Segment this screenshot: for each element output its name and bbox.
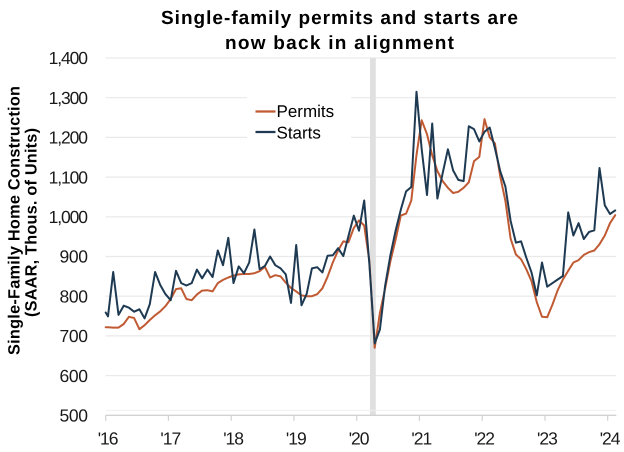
svg-text:Permits: Permits	[277, 102, 335, 121]
svg-text:Single-family permits and star: Single-family permits and starts are	[161, 8, 518, 29]
svg-text:Single-Family Home Constructio: Single-Family Home Construction	[6, 86, 24, 355]
svg-text:'21: '21	[411, 429, 432, 449]
svg-text:800: 800	[60, 286, 89, 306]
svg-text:1,400: 1,400	[49, 48, 89, 68]
svg-text:'17: '17	[160, 429, 181, 449]
svg-text:'23: '23	[537, 429, 558, 449]
svg-text:'24: '24	[600, 429, 621, 449]
svg-text:500: 500	[60, 406, 89, 426]
svg-text:700: 700	[60, 326, 89, 346]
svg-text:1,300: 1,300	[49, 88, 89, 108]
svg-text:1,100: 1,100	[49, 167, 89, 187]
svg-text:1,000: 1,000	[49, 207, 89, 227]
svg-text:'18: '18	[223, 429, 244, 449]
svg-text:'16: '16	[98, 429, 119, 449]
svg-text:'19: '19	[286, 429, 307, 449]
svg-text:Starts: Starts	[277, 124, 321, 143]
svg-text:600: 600	[60, 366, 89, 386]
svg-text:'20: '20	[349, 429, 370, 449]
svg-text:(SAAR, Thous. of Units): (SAAR, Thous. of Units)	[23, 128, 41, 317]
svg-text:now back in alignment: now back in alignment	[225, 33, 455, 54]
svg-text:'22: '22	[474, 429, 495, 449]
svg-text:1,200: 1,200	[49, 128, 89, 148]
svg-text:900: 900	[60, 247, 89, 267]
